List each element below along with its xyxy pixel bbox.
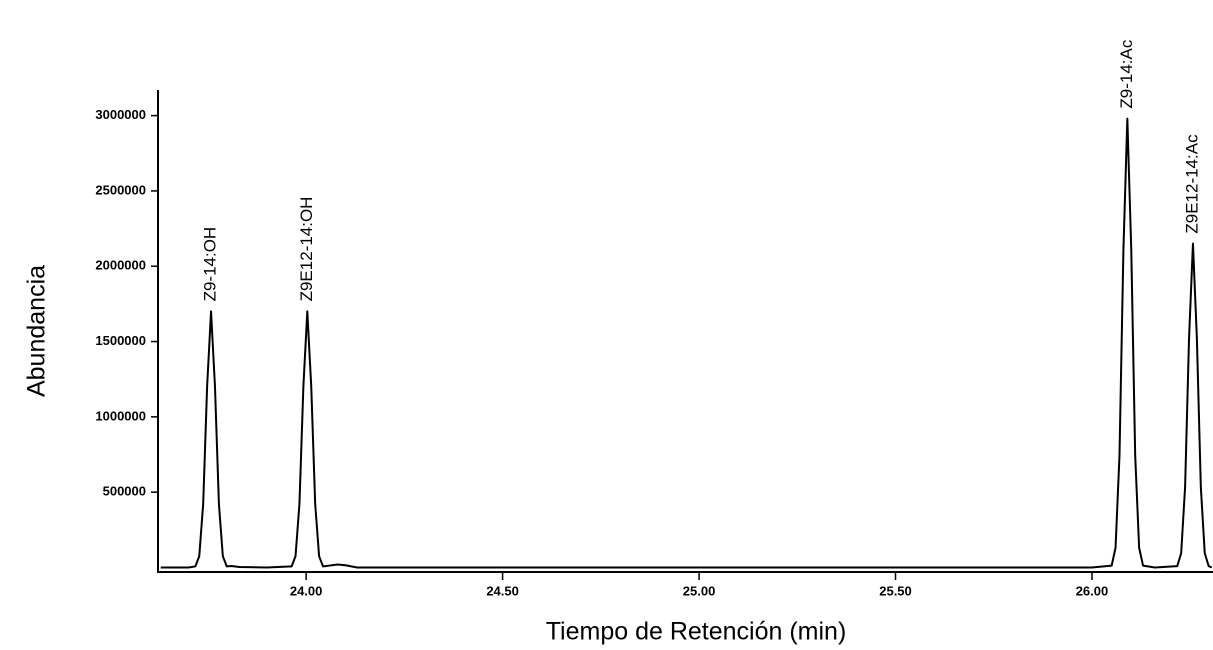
series-line xyxy=(160,117,1213,569)
y-tick-label: 3000000 xyxy=(95,107,146,122)
x-tick-label: 25.00 xyxy=(683,583,716,598)
peak-label: Z9E12-14:Ac xyxy=(1182,134,1201,234)
peak-label: Z9-14:OH xyxy=(201,227,220,302)
peak-label: Z9E12-14:OH xyxy=(297,197,316,302)
y-tick-label: 2000000 xyxy=(95,258,146,273)
y-axis-title: Abundancia xyxy=(23,265,51,397)
x-axis-title: Tiempo de Retención (min) xyxy=(546,618,847,646)
x-tick-label: 25.50 xyxy=(879,583,912,598)
y-tick-label: 2500000 xyxy=(95,182,146,197)
y-tick-label: 500000 xyxy=(103,484,146,499)
y-tick-label: 1000000 xyxy=(95,408,146,423)
x-tick-label: 24.50 xyxy=(486,583,519,598)
x-tick-label: 26.00 xyxy=(1076,583,1109,598)
x-tick-label: 24.00 xyxy=(290,583,323,598)
y-tick-label: 1500000 xyxy=(95,333,146,348)
peak-label: Z9-14:Ac xyxy=(1117,39,1136,108)
